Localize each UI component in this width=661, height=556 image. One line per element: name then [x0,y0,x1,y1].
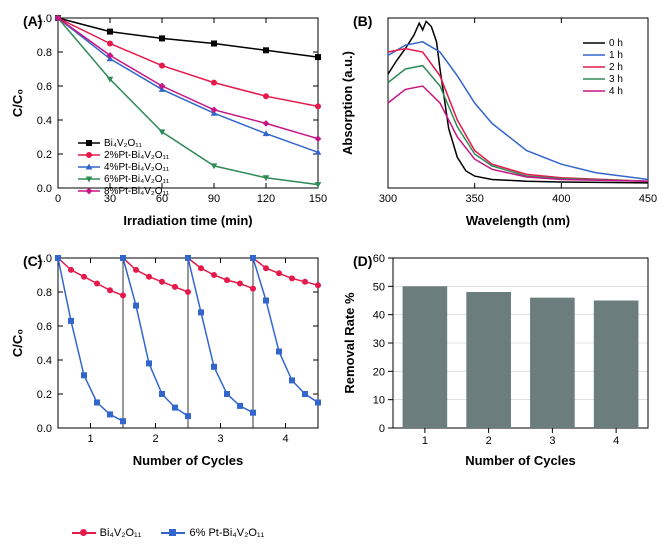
svg-text:1: 1 [422,435,428,447]
svg-text:0.0: 0.0 [37,183,52,195]
svg-text:4: 4 [282,433,288,445]
svg-text:Absorption (a.u.): Absorption (a.u.) [340,51,355,155]
svg-text:4 h: 4 h [609,86,623,97]
svg-text:(B): (B) [353,13,372,29]
svg-text:0.8: 0.8 [37,287,52,299]
svg-text:0.4: 0.4 [37,355,52,367]
svg-text:Irradiation time (min): Irradiation time (min) [123,213,252,228]
svg-text:Wavelength (nm): Wavelength (nm) [466,213,570,228]
svg-text:(C): (C) [23,253,42,269]
svg-text:0: 0 [55,193,61,205]
svg-text:Bi₄V₂O₁₁: Bi₄V₂O₁₁ [104,138,143,149]
svg-text:0.6: 0.6 [37,81,52,93]
svg-text:40: 40 [373,310,385,322]
svg-text:0.0: 0.0 [37,423,52,435]
svg-text:10: 10 [373,395,385,407]
svg-text:120: 120 [257,193,275,205]
panel-c: 12340.00.20.40.60.81.0Number of CyclesC/… [8,248,328,508]
legend-item: 6% Pt-Bi₄V₂O₁₁ [161,527,264,539]
svg-text:3 h: 3 h [609,74,623,85]
svg-text:Number of Cycles: Number of Cycles [133,453,244,468]
svg-text:2 h: 2 h [609,62,623,73]
svg-text:C/C₀: C/C₀ [10,329,25,357]
svg-text:3: 3 [549,435,555,447]
svg-text:(D): (D) [353,253,372,269]
svg-text:2: 2 [486,435,492,447]
svg-text:0.2: 0.2 [37,149,52,161]
panel-a: 03060901201500.00.20.40.60.81.0Irradiati… [8,8,328,238]
svg-text:90: 90 [208,193,220,205]
svg-text:6%Pt-Bi₄V₂O₁₁: 6%Pt-Bi₄V₂O₁₁ [104,174,170,185]
svg-text:0 h: 0 h [609,38,623,49]
svg-text:C/C₀: C/C₀ [10,89,25,117]
svg-text:30: 30 [373,338,385,350]
panel-b: 300 350 400 450 Wavelength (nm) Absorption (a… [338,8,658,238]
svg-text:3: 3 [217,433,223,445]
svg-text:Removal Rate %: Removal Rate % [342,292,357,394]
svg-text:0.6: 0.6 [37,321,52,333]
svg-text:1 h: 1 h [609,50,623,61]
svg-text:150: 150 [309,193,327,205]
svg-text:0: 0 [379,423,385,435]
svg-text:0.8: 0.8 [37,47,52,59]
svg-text:2%Pt-Bi₄V₂O₁₁: 2%Pt-Bi₄V₂O₁₁ [104,150,170,161]
svg-text:4%Pt-Bi₄V₂O₁₁: 4%Pt-Bi₄V₂O₁₁ [104,162,170,173]
legend-item: Bi₄V₂O₁₁ [72,527,142,539]
svg-text:8%Pt-Bi₄V₂O₁₁: 8%Pt-Bi₄V₂O₁₁ [104,186,170,197]
svg-text:450: 450 [639,193,657,205]
svg-text:4: 4 [613,435,619,447]
svg-text:60: 60 [373,253,385,265]
svg-text:0.2: 0.2 [37,389,52,401]
svg-text:20: 20 [373,366,385,378]
svg-text:350: 350 [465,193,483,205]
svg-text:Number of Cycles: Number of Cycles [465,453,576,468]
panel-d: 12340102030405060Number of CyclesRemoval… [338,248,658,508]
svg-text:300: 300 [379,193,397,205]
svg-text:0.4: 0.4 [37,115,52,127]
svg-text:1: 1 [87,433,93,445]
svg-text:50: 50 [373,281,385,293]
svg-text:(A): (A) [23,13,42,29]
svg-text:400: 400 [552,193,570,205]
panel-c-legend: Bi₄V₂O₁₁ 6% Pt-Bi₄V₂O₁₁ [8,518,328,548]
svg-text:2: 2 [152,433,158,445]
